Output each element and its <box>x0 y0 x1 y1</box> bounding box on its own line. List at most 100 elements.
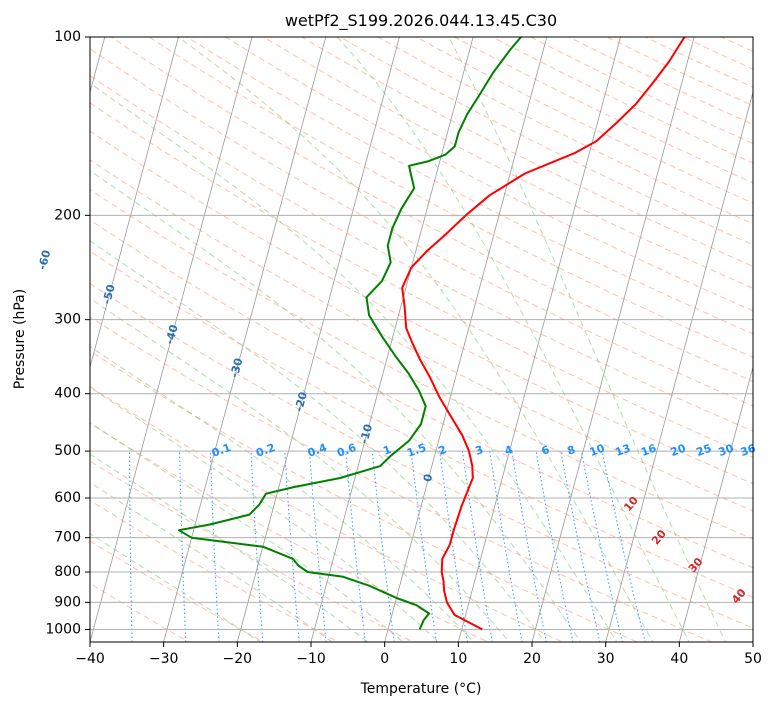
dry-adiabat <box>90 540 265 642</box>
mixing-ratio-label: 0.6 <box>335 441 358 460</box>
dry-adiabat <box>90 250 753 599</box>
mixing-ratio-label: 1.5 <box>405 441 428 460</box>
y-tick-label: 1000 <box>45 621 81 637</box>
mixing-ratio-line <box>345 451 366 642</box>
background-lines <box>82 37 753 654</box>
dry-adiabat <box>90 460 415 642</box>
dry-adiabat <box>262 37 753 289</box>
moist-adiabat <box>448 37 727 642</box>
dry-adiabat <box>90 386 564 642</box>
dry-adiabat <box>90 74 753 432</box>
mixing-ratio-line <box>580 451 623 642</box>
mixing-ratio-line <box>489 451 523 642</box>
x-tick-label: −10 <box>296 651 326 667</box>
mixing-ratio-label: 20 <box>669 442 688 460</box>
y-axis-label: Pressure (hPa) <box>12 289 28 389</box>
mixing-ratio-label: 4 <box>503 443 515 458</box>
mixing-ratio-label: 13 <box>613 442 632 459</box>
mixing-ratio-label: 0.1 <box>210 441 233 460</box>
mixing-ratio-line <box>209 451 220 642</box>
dry-adiabat <box>90 350 639 642</box>
dry-adiabat <box>90 316 714 642</box>
temperature-profile <box>401 37 686 631</box>
moist-adiabat <box>90 297 510 642</box>
dry-adiabat <box>148 37 753 358</box>
dry-adiabat <box>90 159 753 512</box>
isotherm-line <box>752 640 753 642</box>
isotherm-label: -40 <box>163 323 181 346</box>
chart-title: wetPf2_S199.2026.044.13.45.C30 <box>285 11 557 31</box>
isotherm-label: -10 <box>357 422 375 445</box>
isotherm-line <box>605 90 753 642</box>
mixing-ratio-label: 2 <box>437 443 449 458</box>
isotherm-line <box>678 365 753 642</box>
plot-frame <box>89 36 754 643</box>
mixing-ratio-label: 16 <box>639 442 658 460</box>
mixing-ratio-line <box>82 451 83 654</box>
moist-adiabat <box>90 240 546 642</box>
mixing-ratio-label: 36 <box>739 442 758 460</box>
dry-adiabat <box>720 37 753 52</box>
dry-adiabat <box>339 37 753 246</box>
y-tick-label: 300 <box>54 312 81 328</box>
isotherm-label: 0 <box>421 472 436 483</box>
mixing-ratio-label: 3 <box>473 443 485 458</box>
dry-adiabat <box>605 37 753 107</box>
dry-adiabat <box>90 282 753 629</box>
mixing-ratio-line <box>371 451 395 642</box>
isotherm-line <box>531 37 695 642</box>
dry-adiabat <box>186 37 753 335</box>
isotherm-line <box>457 37 621 642</box>
isotherm-label: -20 <box>292 390 310 413</box>
y-tick-label: 900 <box>54 594 81 610</box>
y-tick-label: 100 <box>54 29 81 45</box>
y-tick-label: 700 <box>54 530 81 546</box>
mixing-ratio-label: 0.4 <box>306 441 329 460</box>
moist-adiabat <box>90 422 404 642</box>
isotherm-line <box>90 37 253 642</box>
line-labels: -100-90-80-70-60-50-40-30-20-10010203040… <box>36 248 758 606</box>
dewpoint-profile <box>177 37 522 630</box>
x-tick-label: −20 <box>223 651 253 667</box>
moist-adiabat <box>90 533 262 642</box>
x-tick-label: 40 <box>670 651 688 667</box>
x-tick-label: −40 <box>75 651 105 667</box>
y-tick-label: 400 <box>54 386 81 402</box>
y-tick-label: 200 <box>54 207 81 223</box>
mixing-ratio-label: 8 <box>565 443 577 458</box>
dry-adiabat <box>110 37 753 382</box>
isotherm-line <box>310 37 474 642</box>
x-tick-label: 0 <box>380 651 389 667</box>
y-tick-label: 600 <box>54 490 81 506</box>
moist-adiabat <box>90 82 618 642</box>
moist-adiabat <box>90 386 440 642</box>
mixing-ratio-line <box>461 451 493 642</box>
dry-adiabat <box>644 37 753 88</box>
x-tick-label: 20 <box>523 651 541 667</box>
axis-ticks: −40 −30 −20 −10 0 10 20 30 40 5010020030040050060… <box>45 29 762 667</box>
x-tick-label: 50 <box>744 651 762 667</box>
profile-lines <box>177 37 686 631</box>
mixing-ratio-line <box>439 451 469 642</box>
y-tick-label: 500 <box>54 443 81 459</box>
dry-adiabat <box>90 499 340 642</box>
mixing-ratio-label: 25 <box>695 442 714 459</box>
x-tick-label: −30 <box>149 651 179 667</box>
mixing-ratio-label: 0.2 <box>254 441 277 460</box>
isotherm-line <box>90 37 179 369</box>
x-tick-label: 30 <box>597 651 615 667</box>
dry-adiabat <box>224 37 753 312</box>
isotherm-label: -50 <box>100 283 118 306</box>
isotherm-label: -30 <box>228 356 246 379</box>
y-tick-label: 800 <box>54 564 81 580</box>
isotherm-line <box>236 37 400 642</box>
isotherm-label: -60 <box>36 248 54 271</box>
dry-adiabat <box>491 37 753 164</box>
mixing-ratio-label: 6 <box>540 443 552 458</box>
isotherm-line <box>163 37 327 642</box>
mixing-ratio-label: 30 <box>717 442 736 460</box>
mixing-ratio-label: 1 <box>381 443 393 458</box>
x-tick-label: 10 <box>449 651 467 667</box>
moist-adiabat <box>178 37 654 642</box>
